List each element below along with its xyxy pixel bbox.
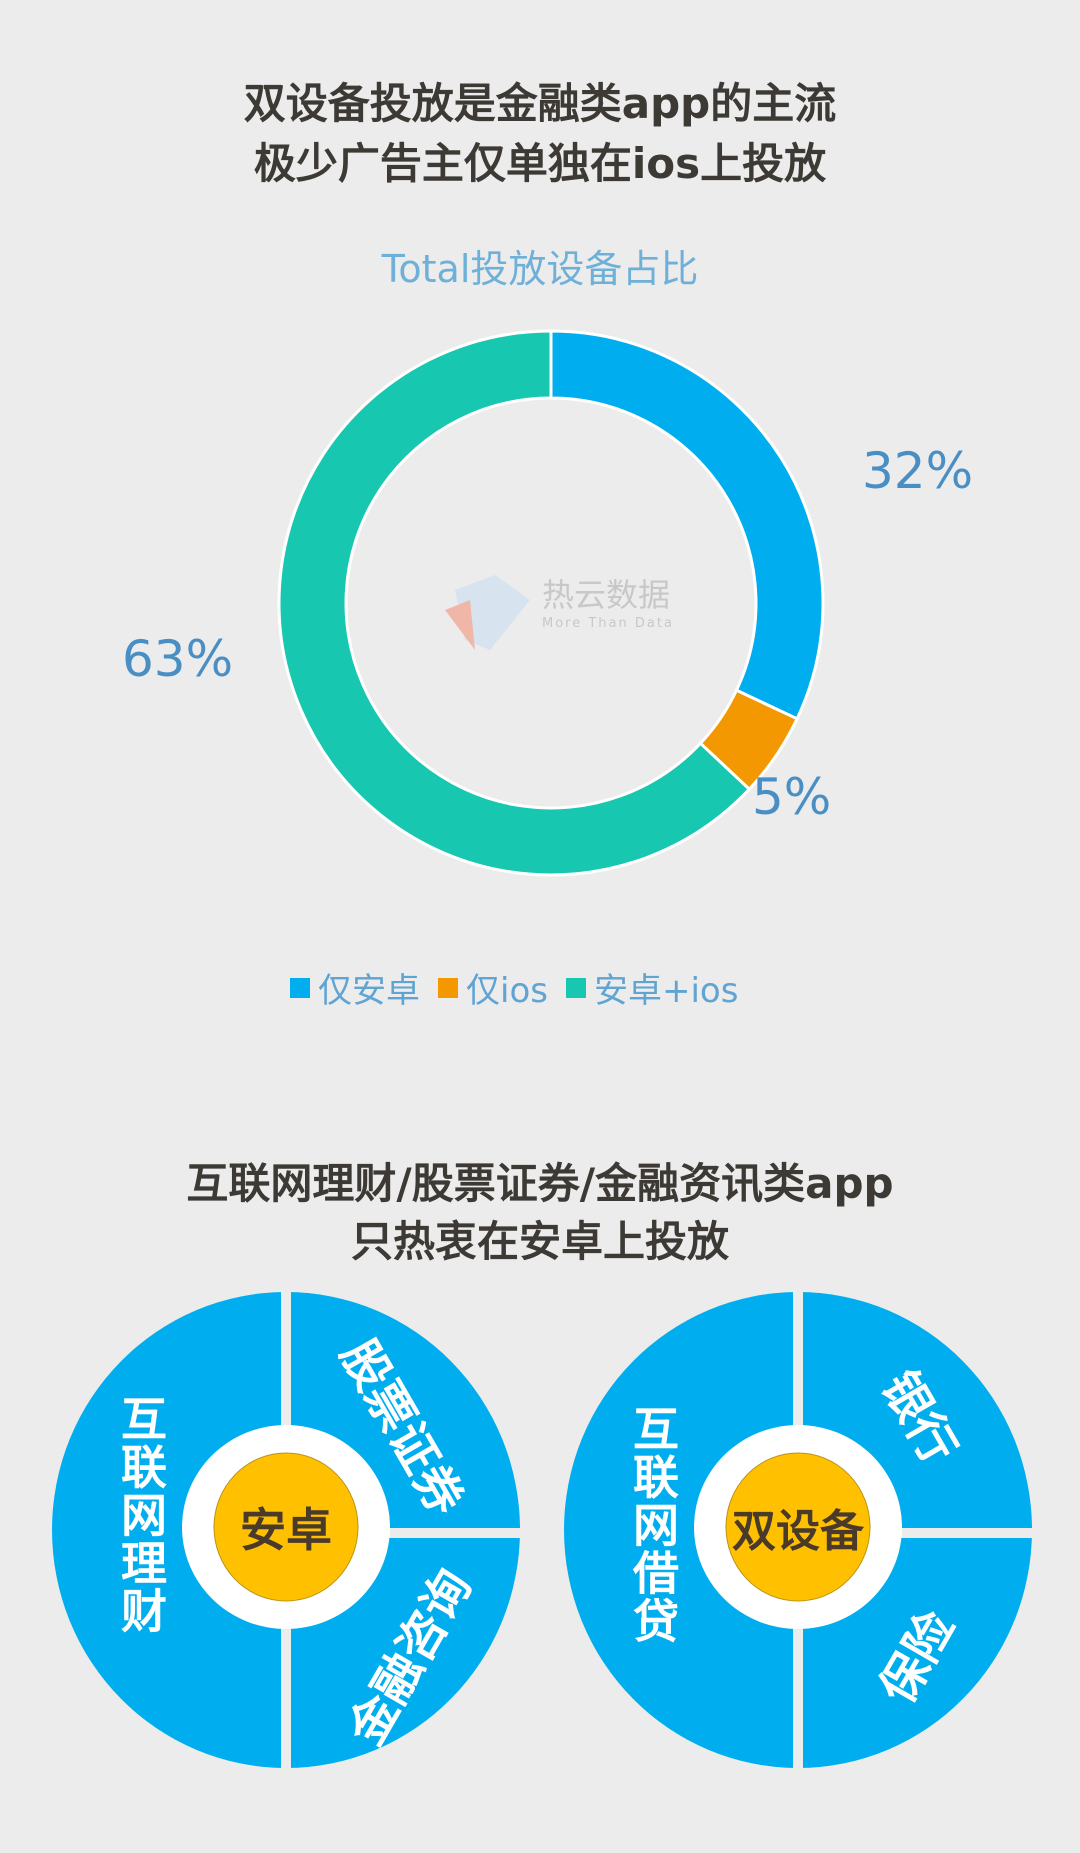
legend-item-ios: 仅ios xyxy=(438,963,548,1012)
segment-internet-lending: 互联网借贷 xyxy=(626,1405,680,1645)
headline-1: 双设备投放是金融类app的主流 xyxy=(243,79,837,128)
legend-swatch xyxy=(565,977,586,998)
legend-label: 仅ios xyxy=(466,971,548,1011)
legend-item-both: 安卓+ios xyxy=(565,963,739,1012)
legend: 仅安卓 仅ios 安卓+ios xyxy=(290,963,738,1012)
diagram-android xyxy=(52,1290,526,1770)
watermark-slogan: More Than Data xyxy=(542,616,674,631)
label-63: 63% xyxy=(122,630,234,688)
center-dual-device: 双设备 xyxy=(732,1506,864,1557)
divider xyxy=(286,1528,526,1538)
core xyxy=(725,1452,871,1602)
chart-title: Total投放设备占比 xyxy=(381,247,699,291)
legend-label: 仅安卓 xyxy=(318,971,420,1011)
donut-chart xyxy=(277,329,825,877)
legend-item-android: 仅安卓 xyxy=(290,963,420,1012)
segment-internet-finance: 互联网理财 xyxy=(114,1395,168,1635)
legend-swatch xyxy=(290,977,310,998)
donut-slice-0 xyxy=(549,329,825,721)
center-android: 安卓 xyxy=(240,1503,332,1557)
cube-logo-icon xyxy=(445,575,530,650)
diagram-dual xyxy=(564,1290,1038,1770)
core xyxy=(213,1452,359,1602)
divider xyxy=(798,1528,1038,1538)
label-5: 5% xyxy=(752,768,832,826)
section2-title-2: 只热衷在安卓上投放 xyxy=(350,1217,729,1266)
legend-swatch xyxy=(438,977,458,998)
legend-label: 安卓+ios xyxy=(593,971,739,1011)
headline-2: 极少广告主仅单独在ios上投放 xyxy=(253,139,827,188)
watermark-logo: 热云数据 More Than Data xyxy=(440,570,674,650)
label-32: 32% xyxy=(862,442,974,500)
watermark-name: 热云数据 xyxy=(542,576,671,614)
section2-title-1: 互联网理财/股票证券/金融资讯类app xyxy=(186,1159,894,1208)
donut-slice-2 xyxy=(277,329,752,877)
